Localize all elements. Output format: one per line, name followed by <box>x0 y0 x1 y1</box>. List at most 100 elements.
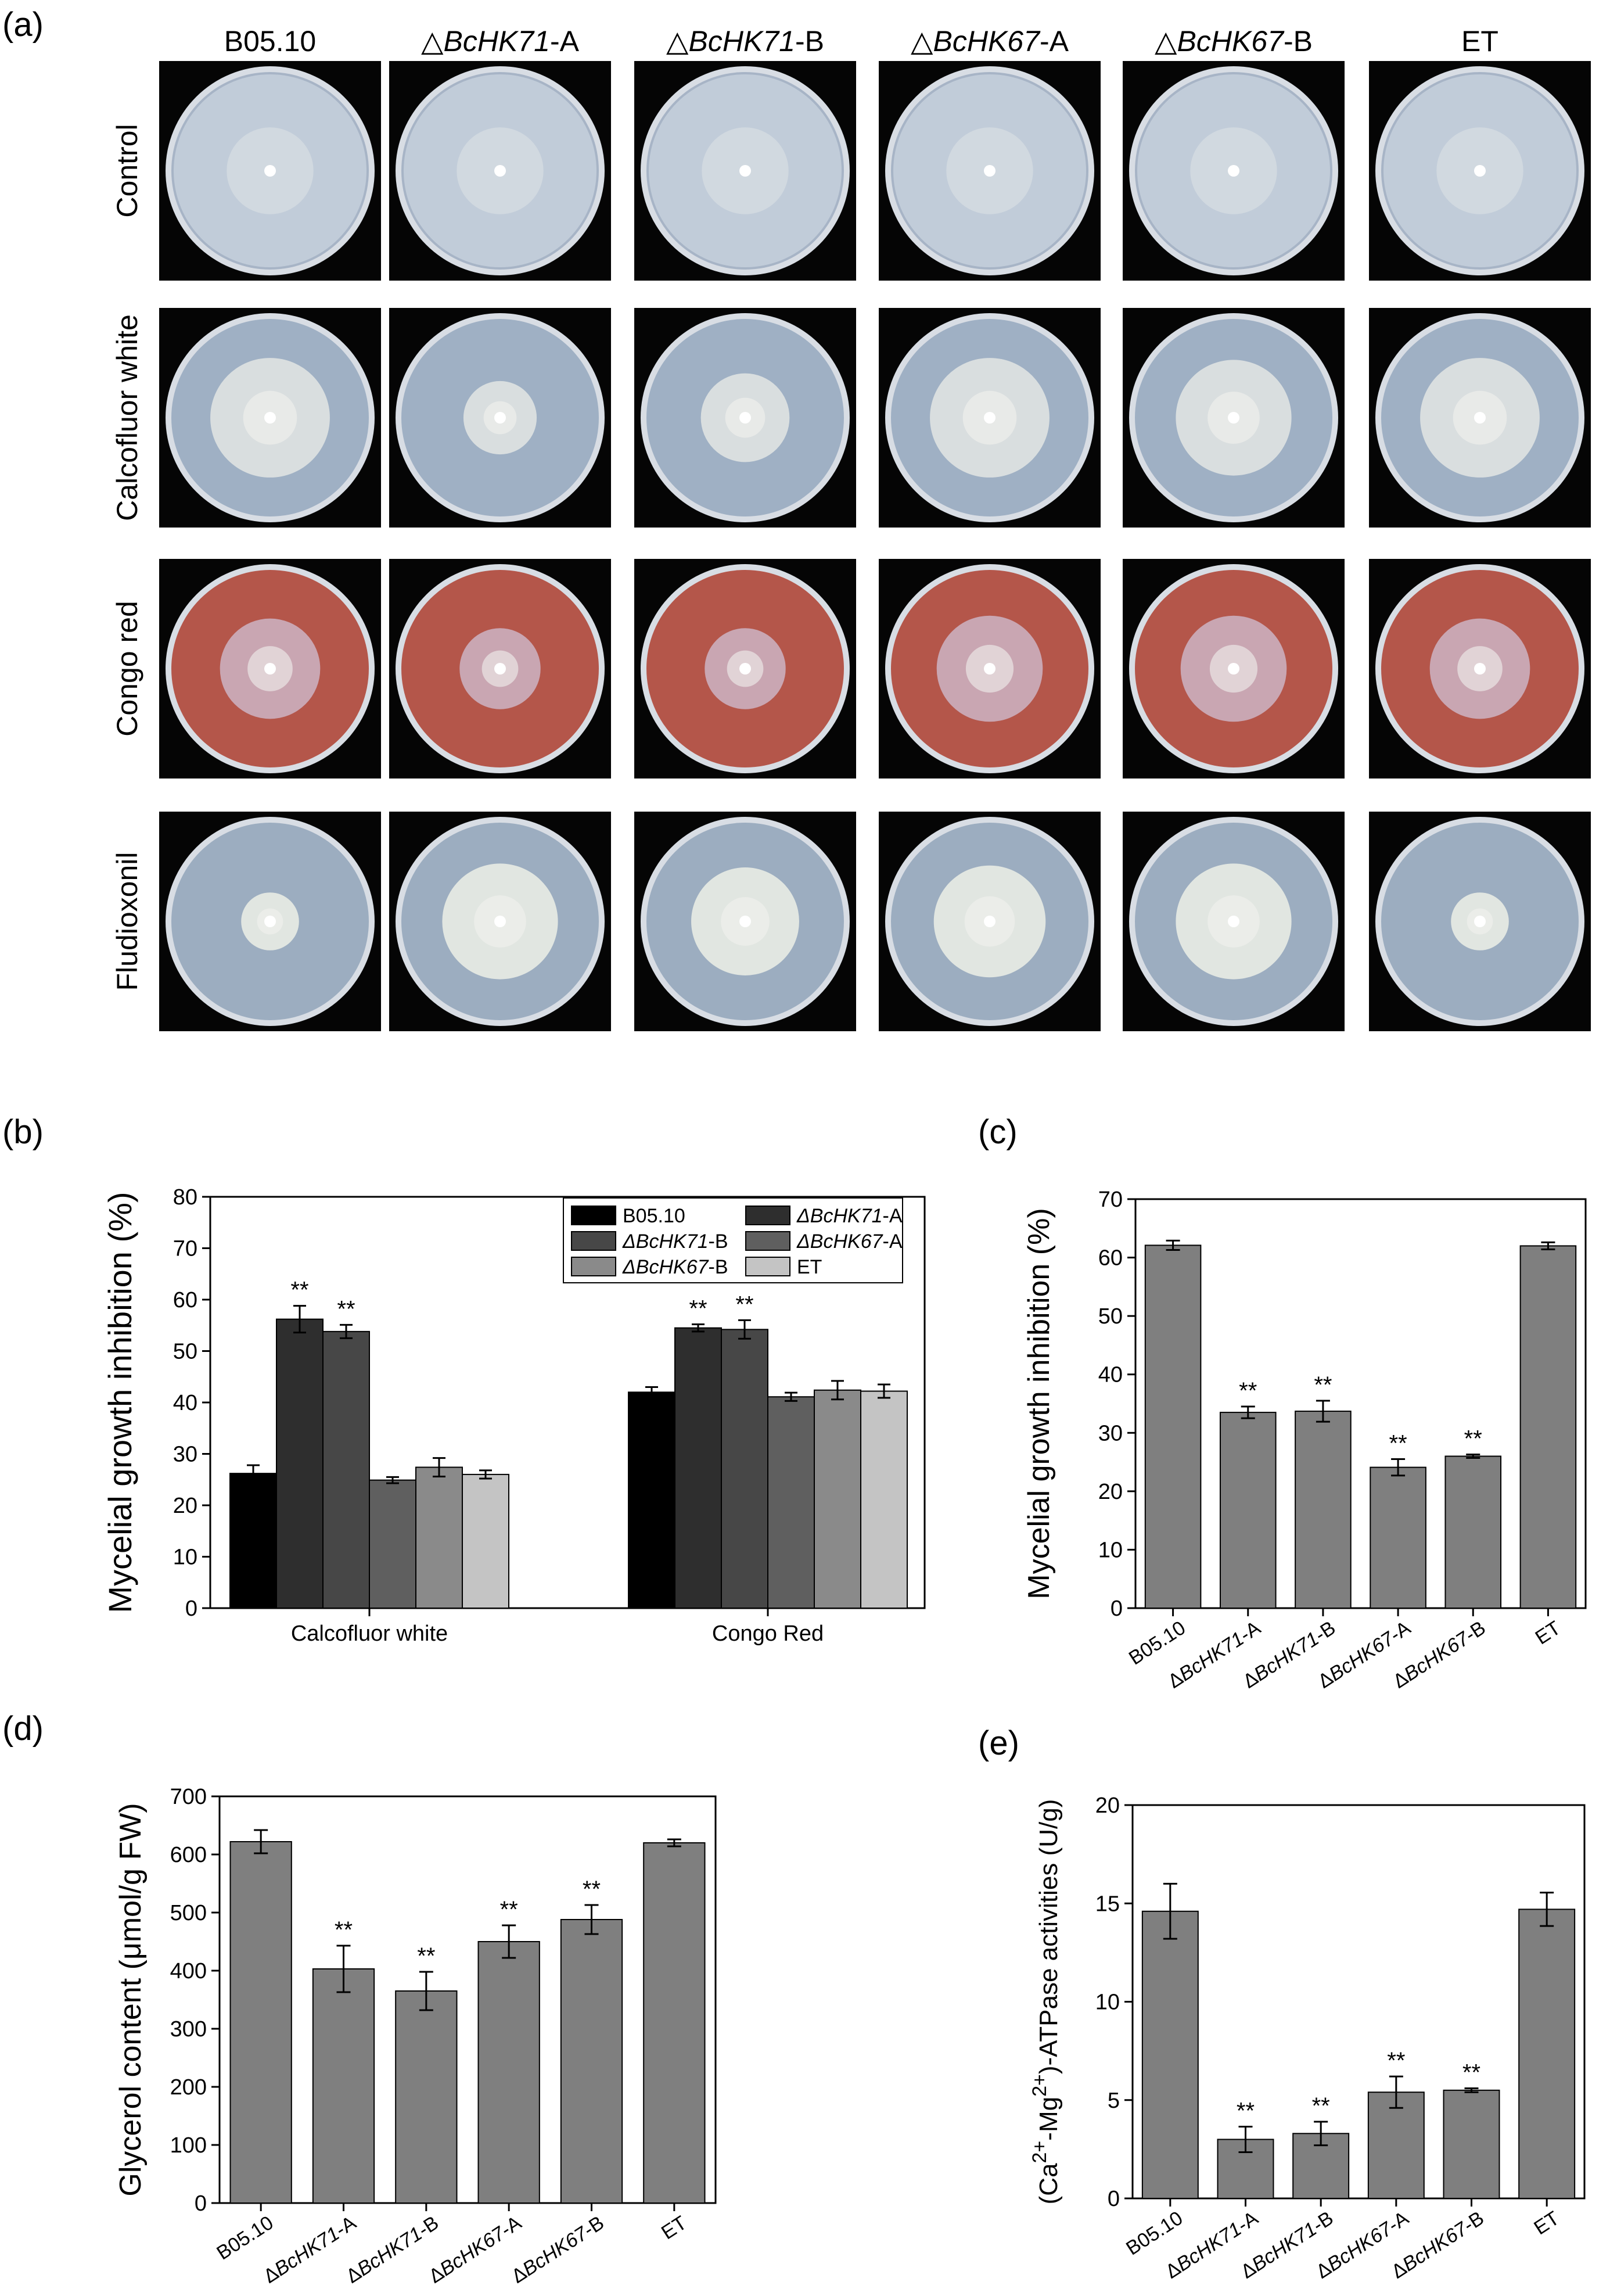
y-tick-label: 40 <box>173 1391 197 1415</box>
y-tick-label: 20 <box>1095 1793 1120 1818</box>
legend-swatch <box>745 1206 790 1225</box>
column-header-4: △BcHK67-B <box>1155 25 1313 58</box>
legend-label: B05.10 <box>623 1205 685 1227</box>
bar <box>1444 1455 1502 1609</box>
y-tick-label: 100 <box>170 2133 207 2158</box>
x-tick-label: ΔBcHK67-B <box>508 2212 608 2288</box>
y-tick-label: 30 <box>173 1443 197 1467</box>
y-tick-label: 0 <box>195 2191 207 2216</box>
y-tick-label: 40 <box>1098 1363 1123 1387</box>
significance-mark: ** <box>1314 1372 1332 1398</box>
inoculum-plug <box>264 916 276 927</box>
y-tick-label: 300 <box>170 2017 207 2042</box>
y-tick-label: 50 <box>173 1340 197 1364</box>
inoculum-plug <box>264 663 276 675</box>
x-tick-label: ET <box>1530 2207 1563 2240</box>
bar <box>814 1389 861 1609</box>
bar <box>477 1941 540 2204</box>
x-tick-label: B05.10 <box>1122 2207 1187 2260</box>
inoculum-plug <box>1228 916 1239 927</box>
row-label-3: Fludioxonil <box>111 852 143 991</box>
bar <box>628 1391 675 1609</box>
panel-label: (b) <box>2 1113 44 1151</box>
y-tick-label: 10 <box>173 1545 197 1570</box>
inoculum-plug <box>739 916 751 927</box>
panel-label-a: (a) <box>2 6 44 44</box>
inoculum-plug <box>1474 165 1486 177</box>
inoculum-plug <box>494 663 506 675</box>
legend-label: ΔBcHK71-B <box>622 1230 728 1253</box>
bar <box>1519 1245 1577 1609</box>
inoculum-plug <box>1228 412 1239 424</box>
legend-label: ET <box>797 1256 822 1278</box>
column-header-3: △BcHK67-A <box>911 25 1069 58</box>
x-tick-label: Calcofluor white <box>291 1621 448 1646</box>
bar <box>322 1330 370 1609</box>
significance-mark: ** <box>500 1897 518 1922</box>
bar <box>312 1968 375 2204</box>
bar <box>721 1329 768 1609</box>
significance-mark: ** <box>1464 1426 1482 1451</box>
inoculum-plug <box>739 663 751 675</box>
column-header-1: △BcHK71-A <box>421 25 580 58</box>
significance-mark: ** <box>1237 2098 1255 2123</box>
y-tick-label: 10 <box>1098 1538 1123 1562</box>
legend-swatch <box>745 1231 790 1251</box>
significance-mark: ** <box>290 1278 308 1303</box>
y-tick-label: 20 <box>173 1494 197 1518</box>
inoculum-plug <box>984 412 996 424</box>
legend-swatch <box>571 1231 616 1251</box>
bar <box>1518 1908 1576 2200</box>
y-tick-label: 20 <box>1098 1480 1123 1504</box>
chart-b-mycelial-inhibition: (b) 0 10 20 30 40 50 60 70 80 Mycelial growth inhi… <box>2 1113 926 1646</box>
y-tick-label: 700 <box>170 1785 207 1809</box>
y-tick-label: 70 <box>1098 1188 1123 1212</box>
y-axis-label: (Ca2+-Mg2+)-ATPase activities (U/g) <box>1029 1799 1063 2205</box>
chart-c-mycelial-inhibition-fludioxonil: (c) 0 10 20 30 40 50 60 70 Mycelial growth inhibi… <box>978 1113 1587 1693</box>
row-label-0: Control <box>111 124 143 217</box>
y-tick-label: 80 <box>173 1185 197 1210</box>
plot-frame <box>218 1795 717 2204</box>
y-axis-label: Mycelial growth inhibition (%) <box>1022 1208 1056 1599</box>
significance-mark: ** <box>335 1917 353 1943</box>
panel-label: (c) <box>978 1113 1018 1151</box>
inoculum-plug <box>494 165 506 177</box>
plot-frame <box>1134 1198 1587 1609</box>
row-label-1: Calcofluor white <box>111 314 143 521</box>
inoculum-plug <box>494 916 506 927</box>
x-tick-label: Congo Red <box>712 1621 824 1646</box>
y-tick-label: 0 <box>185 1597 197 1621</box>
inoculum-plug <box>1474 916 1486 927</box>
bar <box>1295 1411 1352 1609</box>
panel-a-plate-grid: (a) B05.10 △BcHK71-A △BcHK71-B △BcHK67-A △BcH… <box>2 6 1591 1031</box>
legend-swatch <box>745 1257 790 1276</box>
bar <box>767 1396 815 1609</box>
y-tick-label: 70 <box>173 1237 197 1261</box>
bar <box>1367 2091 1425 2199</box>
bar <box>462 1473 509 1609</box>
y-tick-label: 0 <box>1111 1597 1123 1621</box>
inoculum-plug <box>264 165 276 177</box>
y-tick-label: 15 <box>1095 1892 1120 1916</box>
panel-label: (e) <box>978 1724 1019 1762</box>
x-tick-label: ET <box>657 2212 691 2244</box>
bar <box>643 1842 706 2204</box>
bar <box>1443 2089 1500 2199</box>
legend-label: ΔBcHK67-A <box>796 1230 903 1253</box>
bar <box>395 1990 458 2204</box>
significance-mark: ** <box>1312 2093 1330 2119</box>
y-tick-label: 50 <box>1098 1304 1123 1329</box>
inoculum-plug <box>984 663 996 675</box>
x-tick-label: ΔBcHK67-A <box>425 2212 526 2288</box>
bar <box>1370 1466 1426 1609</box>
bar <box>229 1473 277 1609</box>
bar <box>276 1318 324 1609</box>
y-tick-label: 10 <box>1095 1990 1120 2015</box>
significance-mark: ** <box>337 1296 355 1322</box>
y-tick-label: 600 <box>170 1843 207 1867</box>
plot-frame <box>1131 1804 1586 2200</box>
bar <box>860 1390 908 1609</box>
inoculum-plug <box>984 165 996 177</box>
x-tick-label: B05.10 <box>1125 1617 1189 1670</box>
y-tick-label: 400 <box>170 1959 207 1983</box>
